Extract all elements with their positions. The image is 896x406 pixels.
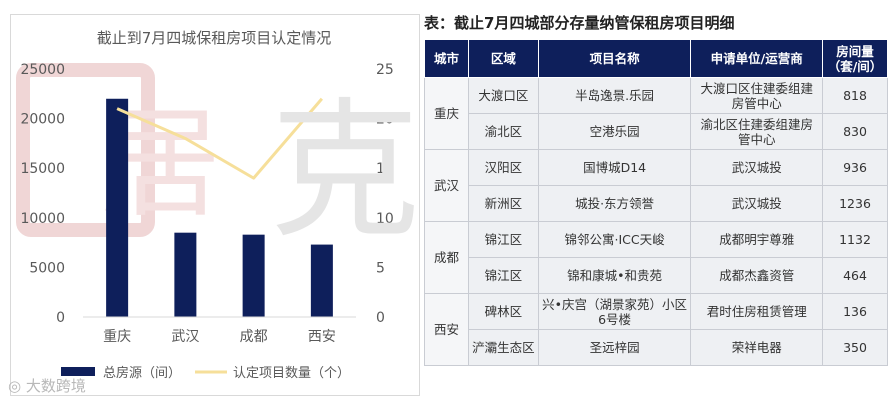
project-cell: 国博城D14: [537, 149, 692, 186]
rooms-cell: 830: [822, 113, 888, 150]
operator-cell: 荣祥电器: [690, 329, 824, 366]
operator-cell: 成都明宇尊雅: [690, 221, 824, 258]
table-body: 重庆 大渡口区 半岛逸景.乐园 大渡口区住建委组建房管中心 818 渝北区 空港乐园 渝北区住…: [424, 77, 888, 366]
table-header-cell: 申请单位/运营商: [690, 39, 824, 78]
x-tick-label: 武汉: [171, 329, 199, 345]
district-cell: 渝北区: [467, 113, 539, 150]
y-left-tick-label: 5000: [29, 260, 65, 276]
district-cell: 汉阳区: [467, 149, 539, 186]
table-row: 新洲区 城投·东方领誉 武汉城投 1236: [425, 185, 888, 222]
table-header-cell: 区域: [467, 39, 539, 78]
y-left-tick-label: 20000: [20, 112, 65, 128]
seal-watermark: [16, 63, 155, 237]
operator-cell: 大渡口区住建委组建房管中心: [690, 77, 824, 114]
rooms-cell: 1236: [822, 185, 888, 222]
district-cell: 新洲区: [467, 185, 539, 222]
table-row: 重庆 大渡口区 半岛逸景.乐园 大渡口区住建委组建房管中心 818: [424, 77, 888, 150]
city-cell: 武汉: [424, 149, 469, 222]
project-cell: 半岛逸景.乐园: [537, 77, 692, 114]
bar-成都: [242, 234, 265, 317]
x-tick-label: 成都: [240, 329, 268, 345]
project-cell: 空港乐园: [537, 113, 692, 150]
rooms-cell: 136: [822, 293, 888, 330]
bar-重庆: [106, 98, 129, 317]
y-right-tick-label: 10: [376, 211, 394, 227]
rooms-cell: 936: [822, 149, 888, 186]
chart-svg: 居截止到7月四城保租房项目认定情况05000100001500020000250…: [16, 29, 394, 381]
rooms-cell: 1132: [822, 221, 888, 258]
x-tick-label: 重庆: [103, 329, 131, 345]
detail-table: 城市 区域 项目名称 申请单位/运营商 房间量（套/间） 重庆 大渡口区 半岛逸景.乐园 大渡…: [424, 39, 888, 366]
project-cell: 兴•庆宫（湖景家苑）小区6号楼: [537, 293, 692, 330]
district-cell: 大渡口区: [467, 77, 539, 114]
city-cell: 西安: [424, 293, 469, 366]
y-right-tick-label: 15: [376, 161, 394, 177]
operator-cell: 渝北区住建委组建房管中心: [690, 113, 824, 150]
table-row: 成都 锦江区 锦邻公寓·ICC天峻 成都明宇尊雅 1132: [424, 221, 888, 294]
legend-label-line: 认定项目数量（个）: [233, 366, 350, 381]
project-cell: 城投·东方领誉: [537, 185, 692, 222]
line-series-projects: [116, 97, 324, 180]
table-header-cell: 城市: [424, 39, 469, 78]
logo-icon: ◎: [8, 377, 22, 395]
table-row: 浐灞生态区 圣远梓园 荣祥电器 350: [425, 329, 888, 366]
operator-cell: 武汉城投: [690, 185, 824, 222]
project-cell: 圣远梓园: [537, 329, 692, 366]
source-logo: ◎ 大数跨境: [8, 375, 86, 396]
table-row: 西安 碑林区 兴•庆宫（湖景家苑）小区6号楼 君时住房租赁管理 136: [424, 293, 888, 366]
y-left-tick-label: 10000: [20, 211, 65, 227]
legend-label-bar: 总房源（间）: [103, 365, 181, 381]
y-right-tick-label: 0: [376, 310, 385, 326]
project-cell: 锦和康城•和贵苑: [537, 257, 692, 294]
city-cell: 成都: [424, 221, 469, 294]
district-cell: 锦江区: [467, 257, 539, 294]
chart-title: 截止到7月四城保租房项目认定情况: [97, 29, 332, 47]
rooms-cell: 818: [822, 77, 888, 114]
district-cell: 锦江区: [467, 221, 539, 258]
chart-panel: 居截止到7月四城保租房项目认定情况 0 5000 10000 15000 20000 250…: [10, 14, 420, 396]
table-row: 锦江区 锦和康城•和贵苑 成都杰鑫资管 464: [425, 257, 888, 294]
operator-cell: 成都杰鑫资管: [690, 257, 824, 294]
y-left-tick-label: 0: [56, 310, 65, 326]
operator-cell: 武汉城投: [690, 149, 824, 186]
x-tick-label: 西安: [308, 329, 336, 345]
table-header-cell: 项目名称: [537, 39, 692, 78]
table-row: 渝北区 空港乐园 渝北区住建委组建房管中心 830: [425, 113, 888, 150]
rooms-cell: 464: [822, 257, 888, 294]
y-left-tick-label: 15000: [20, 161, 65, 177]
y-right-tick-label: 25: [376, 62, 394, 78]
y-left-tick-label: 25000: [20, 62, 65, 78]
legend-swatch-bar: [61, 367, 95, 376]
table-header-cell: 房间量（套/间）: [822, 39, 888, 78]
rooms-cell: 350: [822, 329, 888, 366]
logo-text: 大数跨境: [25, 377, 86, 395]
city-cell: 重庆: [424, 77, 469, 150]
table-title: 表：截止7月四城部分存量纳管保租房项目明细: [424, 14, 735, 32]
y-right-tick-label: 5: [376, 260, 385, 276]
bar-西安: [310, 244, 333, 317]
district-cell: 碑林区: [467, 293, 539, 330]
table-row: 武汉 汉阳区 国博城D14 武汉城投 936: [424, 149, 888, 222]
project-cell: 锦邻公寓·ICC天峻: [537, 221, 692, 258]
bar-武汉: [174, 232, 197, 317]
table-header-row: 城市 区域 项目名称 申请单位/运营商 房间量（套/间）: [424, 39, 888, 78]
district-cell: 浐灞生态区: [467, 329, 539, 366]
operator-cell: 君时住房租赁管理: [690, 293, 824, 330]
y-right-tick-label: 20: [376, 112, 394, 128]
